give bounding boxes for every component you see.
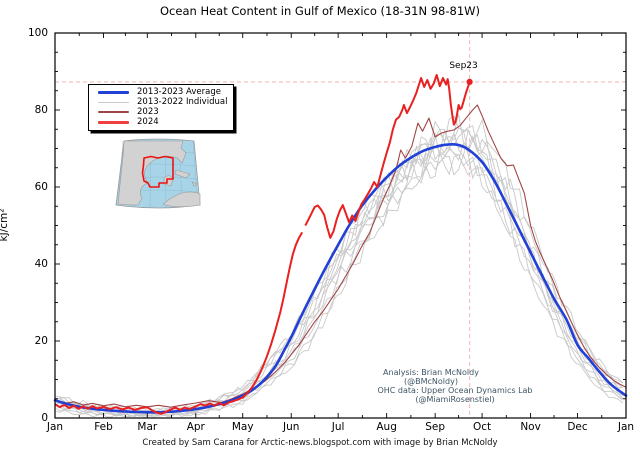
legend-label-individual: 2013-2022 Individual [137, 97, 228, 107]
legend-item-2024: 2024 [89, 117, 233, 127]
ohc-note-line2: (@MiamiRosenstiel) [415, 395, 495, 405]
series-average [53, 142, 628, 414]
legend-swatch-individual [98, 101, 129, 103]
legend-swatch-average [98, 90, 129, 94]
series-individual-2020 [54, 118, 624, 415]
credits-line: Created by Sam Carana for Arctic-news.bl… [142, 438, 498, 448]
legend-swatch-2023 [98, 111, 129, 113]
legend-item-individual: 2013-2022 Individual [89, 97, 233, 107]
ohc-data-note: OHC data: Upper Ocean Dynamics Lab (@Mia… [335, 386, 575, 404]
analysis-note-line1: Analysis: Brian McNoldy [383, 368, 479, 377]
map-inset [115, 138, 201, 209]
legend-item-2023: 2023 [89, 107, 233, 117]
analysis-note: Analysis: Brian McNoldy (@BMcNoldy) [351, 368, 511, 386]
ohc-note-line1: OHC data: Upper Ocean Dynamics Lab [377, 386, 533, 395]
series-2024-seg2 [304, 74, 471, 239]
map-land [117, 140, 201, 208]
legend-swatch-2024 [98, 120, 129, 124]
legend-label-2024: 2024 [137, 117, 159, 127]
legend-label-2023: 2023 [137, 107, 159, 117]
series-2024-seg1 [54, 231, 304, 415]
series-individual-2021 [54, 150, 624, 418]
legend-item-average: 2013-2023 Average [89, 87, 233, 97]
series-2023 [54, 104, 627, 408]
chart-title: Ocean Heat Content in Gulf of Mexico (18… [160, 4, 480, 18]
legend-label-average: 2013-2023 Average [137, 87, 221, 97]
sep23-annotation: Sep23 [449, 60, 478, 71]
map-region-outline [141, 155, 174, 188]
legend: 2013-2023 Average 2013-2022 Individual 2… [88, 84, 234, 131]
analysis-note-line2: (@BMcNoldy) [404, 377, 458, 387]
series-2024-end-dot [466, 78, 473, 85]
